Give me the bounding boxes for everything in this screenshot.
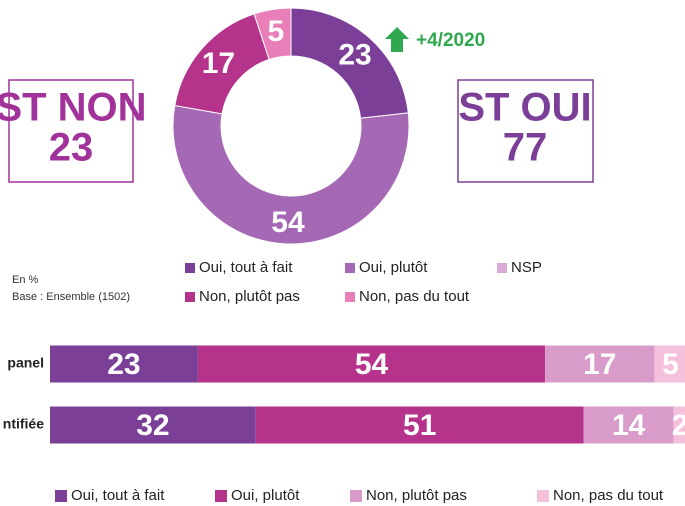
legend-swatch [185,292,195,302]
legend-swatch [215,490,227,502]
st-non-value: 23 [49,126,94,170]
st-oui-box [457,79,594,183]
legend-label: Non, plutôt pas [199,288,300,305]
segment-label: 54 [271,206,305,239]
donut-segment [253,7,292,61]
legend-label: Non, pas du tout [359,288,470,305]
unit-note: En % [12,274,39,286]
legend-label: Oui, plutôt [231,487,300,504]
bar-label: 14 [612,409,646,442]
bar-segment [654,345,685,383]
legend-label: Non, pas du tout [553,487,664,504]
bar-segment [50,406,256,444]
category-label: panel [7,355,44,371]
legend-label: Non, plutôt pas [366,487,467,504]
donut-segment [290,7,409,119]
bar-label: 54 [355,348,389,381]
bar-label: 2 [672,409,685,442]
bar-label: 51 [403,409,436,442]
bar-label: 17 [583,348,616,381]
annotation: +4/2020 [416,30,485,51]
legend-label: Oui, plutôt [359,259,428,276]
legend-swatch [537,490,549,502]
bar-label: 23 [107,348,140,381]
legend-swatch [345,292,355,302]
legend-swatch [185,263,195,273]
legend-label: Oui, tout à fait [71,487,165,504]
segment-label: 23 [338,38,371,71]
legend-swatch [350,490,362,502]
st-non-box [8,79,134,183]
category-label: ntifiée [3,416,44,432]
legend-swatch [55,490,67,502]
donut-segment [172,104,410,245]
bar-segment [545,345,655,383]
bar-segment [197,345,546,383]
st-oui-label: ST OUI [458,86,591,130]
base-note: Base : Ensemble (1502) [12,291,130,303]
bar-segment [673,406,685,444]
segment-label: 17 [202,47,235,80]
bar-label: 32 [136,409,169,442]
bar-label: 5 [662,348,679,381]
st-non-label: ST NON [0,86,147,130]
legend-swatch [345,263,355,273]
segment-label: 5 [267,15,284,48]
legend-label: Oui, tout à fait [199,259,293,276]
bar-segment [50,345,198,383]
bar-segment [255,406,584,444]
up-arrow [385,27,409,52]
bar-segment [583,406,674,444]
legend-label: NSP [511,259,542,276]
legend-swatch [497,263,507,273]
st-oui-value: 77 [503,126,548,170]
